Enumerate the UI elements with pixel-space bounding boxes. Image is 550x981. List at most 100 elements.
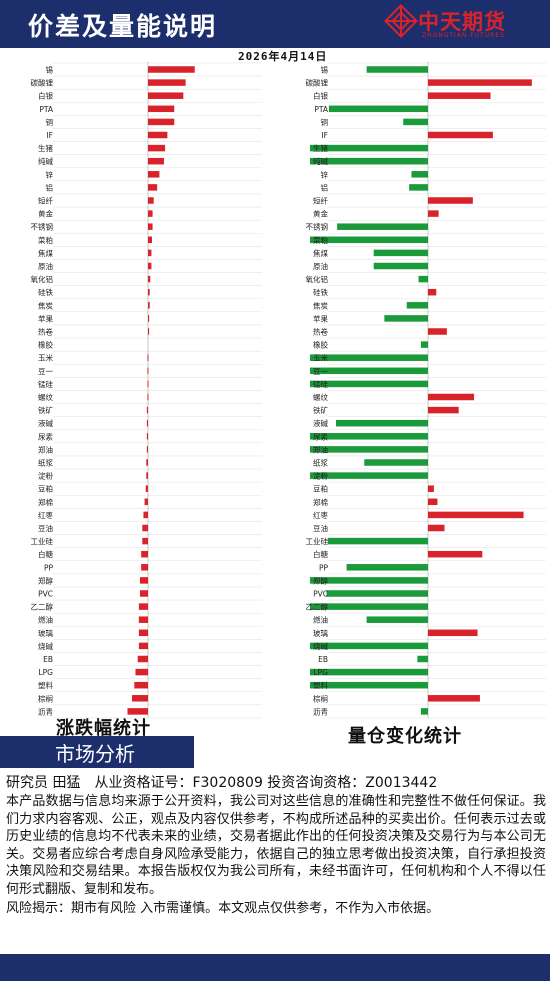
category-label: 郑醇 xyxy=(313,575,328,585)
category-label: 生猪 xyxy=(38,143,53,153)
bar-工业硅 xyxy=(327,537,428,545)
bar-苹果 xyxy=(148,315,150,322)
bar-PP xyxy=(141,564,148,571)
category-label: 棕榈 xyxy=(38,693,53,703)
category-label: 纯碱 xyxy=(313,156,328,166)
category-label: 玉米 xyxy=(313,353,328,363)
category-label: 郑醇 xyxy=(38,575,53,585)
bar-塑料 xyxy=(134,681,148,689)
bar-沥青 xyxy=(127,708,148,715)
category-label: PVC xyxy=(38,590,53,599)
bar-焦煤 xyxy=(148,249,152,257)
bar-锡 xyxy=(148,66,195,73)
bar-IF xyxy=(148,131,168,139)
bar-黄金 xyxy=(148,210,153,217)
bar-焦炭 xyxy=(148,302,150,309)
category-label: 白银 xyxy=(313,91,328,101)
category-label: 铜 xyxy=(46,117,54,127)
bar-燃油 xyxy=(138,616,148,623)
bar-液碱 xyxy=(146,419,148,427)
bar-豆粕 xyxy=(428,485,434,492)
bar-燃油 xyxy=(366,616,428,623)
category-label: 硅铁 xyxy=(38,287,53,297)
category-label: 铁矿 xyxy=(313,405,328,415)
category-label: 郑棉 xyxy=(38,497,53,507)
bar-白银 xyxy=(428,92,491,99)
category-label: 豆一 xyxy=(313,367,328,376)
bar-IF xyxy=(428,131,493,139)
category-label: 焦炭 xyxy=(313,300,328,310)
bar-焦炭 xyxy=(406,302,428,309)
category-label: 原油 xyxy=(38,261,53,271)
bar-纯碱 xyxy=(148,157,164,165)
bar-玻璃 xyxy=(428,629,478,637)
category-label: 燃油 xyxy=(38,615,53,625)
category-label: 豆粕 xyxy=(38,484,53,494)
bar-豆油 xyxy=(142,524,148,532)
bar-锌 xyxy=(411,171,428,178)
category-label: IF xyxy=(46,131,53,140)
bar-白糖 xyxy=(141,550,148,558)
bar-红枣 xyxy=(143,511,148,519)
bar-生猪 xyxy=(310,144,428,152)
bar-铝 xyxy=(148,184,158,191)
bar-塑料 xyxy=(310,681,428,689)
bar-锰硅 xyxy=(310,380,428,388)
bar-螺纹 xyxy=(147,393,149,401)
category-label: 橡胶 xyxy=(38,340,53,350)
volume-oi-caption: 量仓变化统计 xyxy=(348,726,462,747)
bar-郑油 xyxy=(146,446,148,453)
category-label: 工业硅 xyxy=(306,536,329,546)
category-label: 橡胶 xyxy=(313,340,328,350)
bar-豆一 xyxy=(147,367,149,375)
bar-PVC xyxy=(140,590,148,597)
bar-短纤 xyxy=(148,197,154,204)
disclaimer-text: 本产品数据与信息均来源于公开资料，我公司对这些信息的准确性和完整性不做任何保证。… xyxy=(6,794,546,897)
category-label: 液碱 xyxy=(313,418,328,428)
risk-warning: 风险揭示：期市有风险 入市需谨慎。本文观点仅供参考，不作为入市依据。 xyxy=(6,900,440,916)
category-label: 工业硅 xyxy=(31,536,54,546)
category-label: 郑油 xyxy=(313,444,328,454)
bar-液碱 xyxy=(335,419,428,427)
bar-PP xyxy=(346,564,428,571)
category-label: 原油 xyxy=(313,261,328,271)
bar-玻璃 xyxy=(138,629,148,637)
bar-硅铁 xyxy=(428,288,437,296)
section-title: 市场分析 xyxy=(55,742,135,766)
category-label: 乙二醇 xyxy=(306,602,329,612)
bar-乙二醇 xyxy=(310,603,428,610)
category-label: 菜粕 xyxy=(38,235,53,245)
category-label: 豆一 xyxy=(38,367,53,376)
bar-纸浆 xyxy=(364,459,428,466)
bar-锌 xyxy=(148,171,160,178)
category-label: 苹果 xyxy=(313,313,328,323)
bar-铁矿 xyxy=(428,406,459,414)
bar-郑醇 xyxy=(310,577,428,584)
bar-淀粉 xyxy=(146,472,148,479)
bar-铜 xyxy=(403,118,428,126)
category-label: 红枣 xyxy=(38,510,53,520)
bar-豆粕 xyxy=(145,485,148,492)
company-logo-mark xyxy=(384,4,418,38)
category-label: 烧碱 xyxy=(313,641,328,651)
bar-菜粕 xyxy=(310,236,428,244)
category-label: 郑油 xyxy=(38,444,53,454)
bar-郑油 xyxy=(310,446,428,453)
category-label: 热卷 xyxy=(38,327,53,337)
bar-苹果 xyxy=(384,315,428,322)
bar-豆一 xyxy=(310,367,428,375)
bar-不锈钢 xyxy=(337,223,428,230)
category-label: 塑料 xyxy=(38,680,53,690)
category-label: 焦煤 xyxy=(313,248,328,258)
bar-原油 xyxy=(148,262,152,270)
bar-碳酸锂 xyxy=(148,79,186,86)
company-logo-subtitle: ZHONGTIAN FUTURES xyxy=(422,32,505,39)
bar-EB xyxy=(417,655,428,663)
category-label: 氧化铝 xyxy=(31,274,54,284)
category-label: EB xyxy=(318,655,328,664)
category-label: 生猪 xyxy=(313,143,328,153)
category-label: 短纤 xyxy=(38,196,53,206)
bar-白银 xyxy=(148,92,184,99)
category-label: 铝 xyxy=(46,182,54,192)
category-label: 黄金 xyxy=(38,209,53,219)
